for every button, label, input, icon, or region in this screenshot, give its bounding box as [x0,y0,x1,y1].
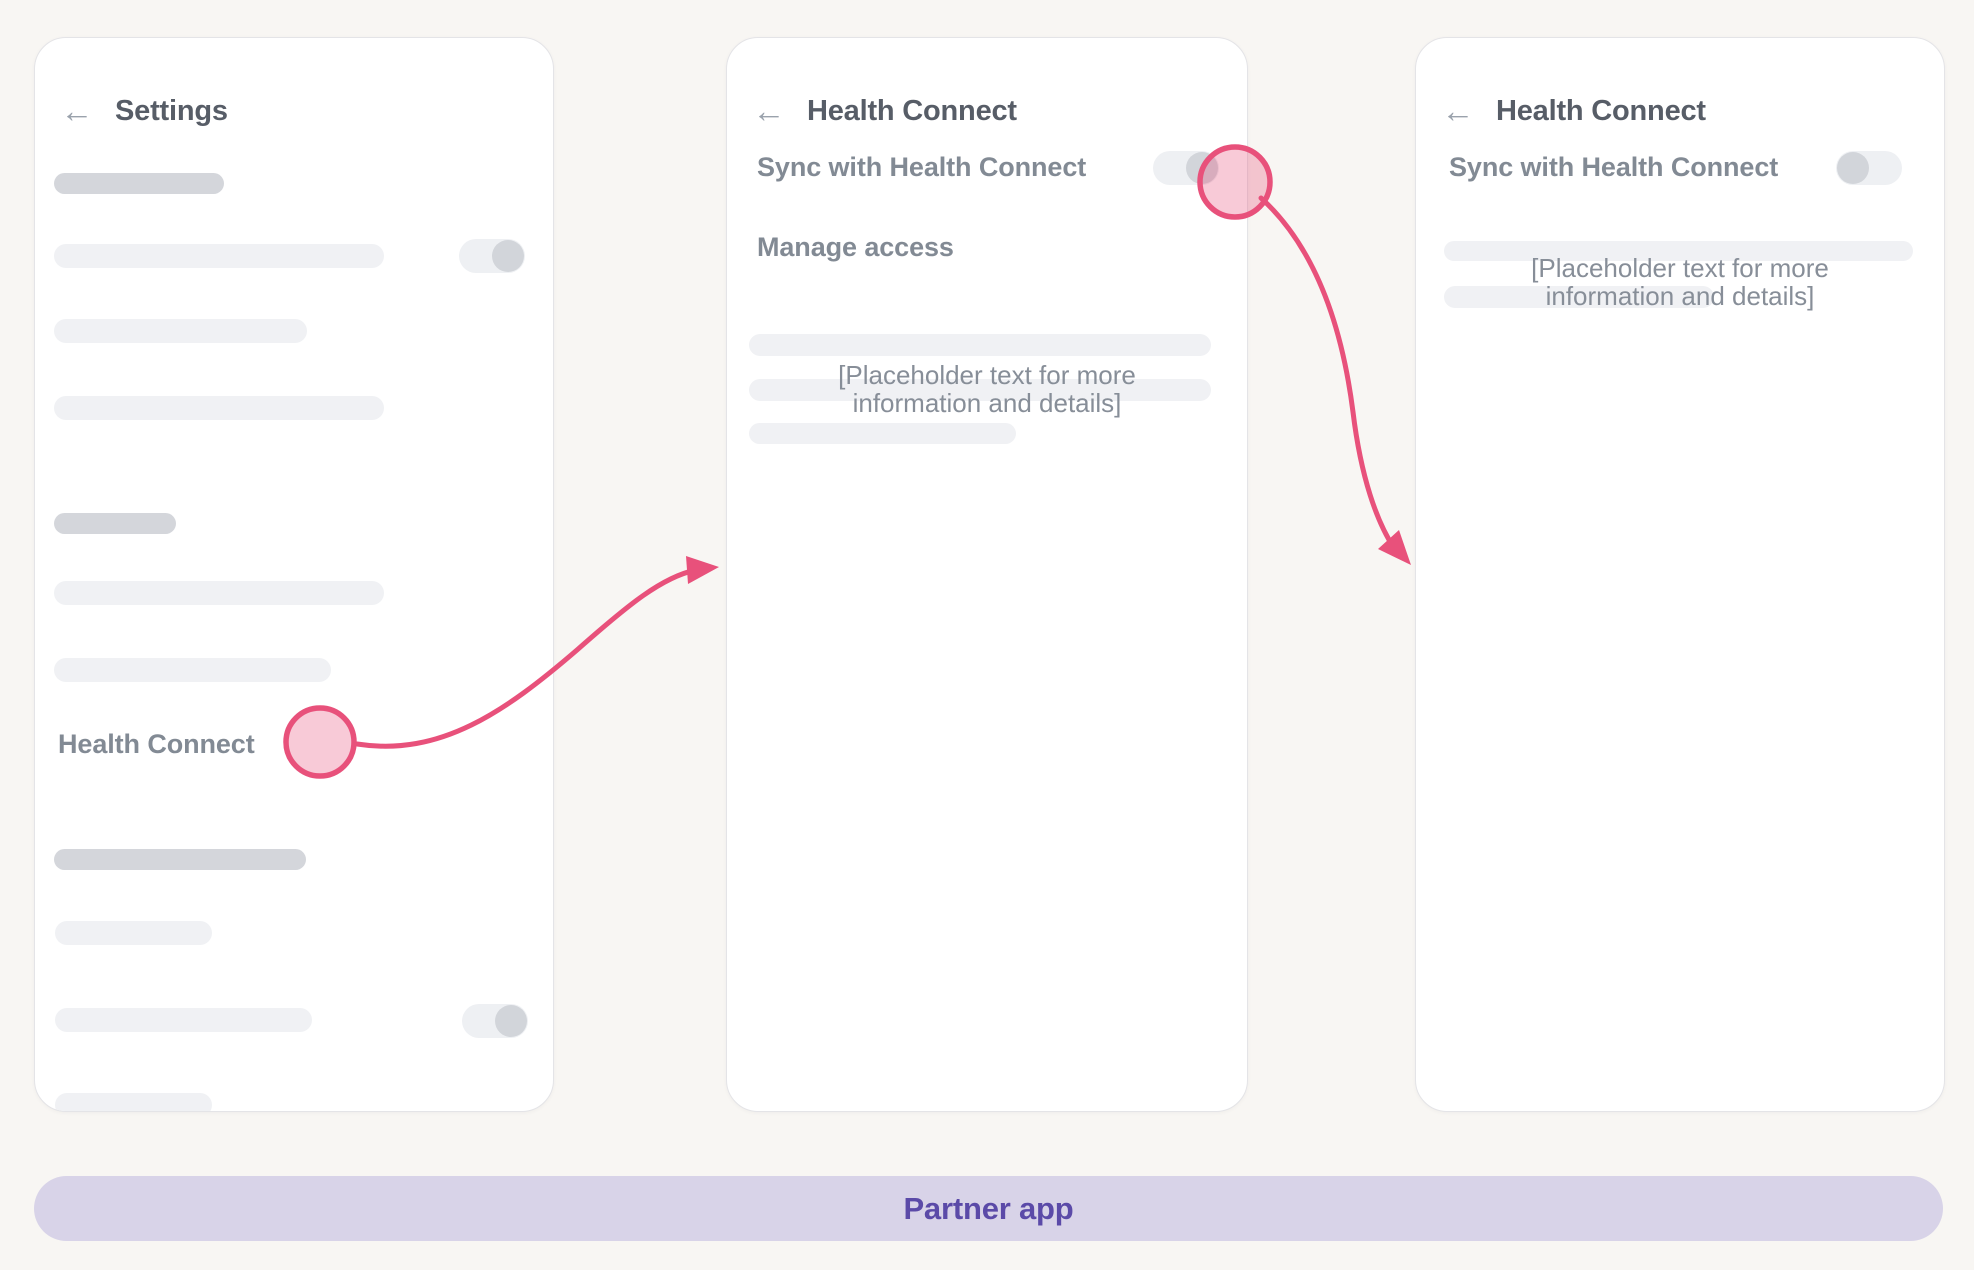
skeleton-bar [55,921,212,945]
toggle-knob [1186,152,1218,184]
skeleton-bar [54,513,176,534]
back-arrow-icon[interactable]: ← [1441,92,1475,129]
settings-toggle-2[interactable] [462,1004,528,1038]
placeholder-text: [Placeholder text for more information a… [1531,253,1829,311]
flow-arrow-2 [1258,195,1397,551]
flow-arrowhead-2 [1378,530,1411,565]
toggle-knob [492,240,524,272]
skeleton-bar [54,396,384,420]
skeleton-bar [749,334,1211,356]
sync-toggle[interactable] [1836,151,1902,185]
manage-access-item[interactable]: Manage access [757,232,954,262]
toggle-knob [1837,152,1869,184]
skeleton-bar [749,379,1211,401]
settings-toggle-1[interactable] [459,239,525,273]
health-connect-header: ← Health Connect [1440,92,1707,129]
skeleton-bar [54,244,384,268]
partner-app-band: Partner app [34,1176,1943,1241]
page-title: Settings [115,94,228,127]
screen-settings: ← Settings Health Connect [34,37,554,1112]
page-title: Health Connect [807,94,1017,127]
sync-toggle[interactable] [1153,151,1219,185]
skeleton-bar [54,173,224,194]
sync-with-health-connect-label: Sync with Health Connect [757,152,1087,182]
screen-health-connect-sync-on: ← Health Connect Sync with Health Connec… [726,37,1248,1112]
settings-item-health-connect[interactable]: Health Connect [58,729,255,759]
skeleton-bar [54,849,306,870]
back-arrow-icon[interactable]: ← [60,92,94,129]
skeleton-bar [54,658,331,682]
skeleton-bar [55,1093,212,1111]
sync-with-health-connect-label: Sync with Health Connect [1449,152,1779,182]
placeholder-text: [Placeholder text for more information a… [838,360,1136,418]
partner-app-label: Partner app [903,1190,1074,1226]
skeleton-bar [55,1008,312,1032]
skeleton-bar [54,319,307,343]
skeleton-bar [54,581,384,605]
skeleton-bar [1444,286,1714,308]
toggle-knob [495,1005,527,1037]
page-title: Health Connect [1496,94,1706,127]
skeleton-bar [1444,241,1913,261]
back-arrow-icon[interactable]: ← [752,92,786,129]
skeleton-bar [749,423,1016,444]
flow-arrowhead-1 [686,556,719,584]
screen-health-connect-sync-off: ← Health Connect Sync with Health Connec… [1415,37,1945,1112]
health-connect-header: ← Health Connect [751,92,1018,129]
settings-header: ← Settings [59,92,229,129]
